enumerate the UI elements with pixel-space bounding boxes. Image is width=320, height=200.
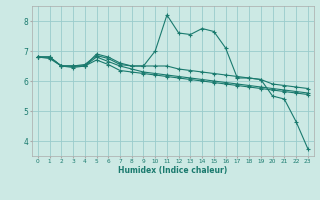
- X-axis label: Humidex (Indice chaleur): Humidex (Indice chaleur): [118, 166, 228, 175]
